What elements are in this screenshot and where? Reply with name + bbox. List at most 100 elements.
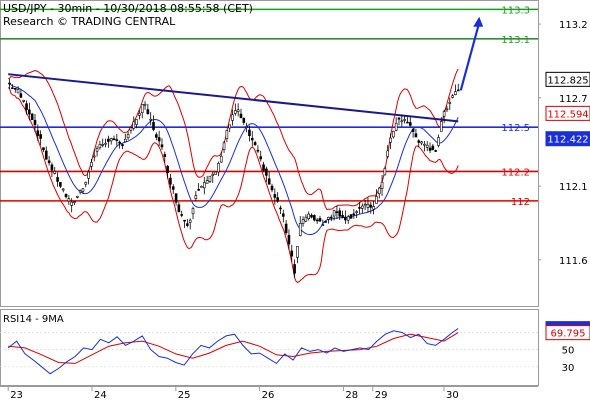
candle-body [76,196,79,198]
candle-body [64,193,68,198]
candle-body [197,189,200,191]
candle-body [397,117,401,120]
x-tick-label: 25 [178,390,191,400]
candle-body [270,185,274,191]
candle-body [307,213,310,219]
candle-body [160,144,164,148]
candle-body [321,224,325,226]
candle-body [448,102,452,104]
candle-body [183,219,186,222]
candle-body [149,118,152,121]
candle-body [211,173,215,176]
rsi-y-tick-label: 50 [562,346,575,357]
candle-body [25,103,28,111]
candle-body [437,137,440,146]
candle-body [121,144,124,147]
candle-body [392,131,395,138]
candle-body [191,208,195,215]
rsi-panel-title: RSI14 - 9MA [3,314,64,325]
candle-body [53,171,57,174]
candle-body [296,246,299,258]
candle-body [61,188,65,191]
candle-body [375,196,378,204]
candle-body [166,165,169,173]
bollinger-lower-band [7,87,459,283]
candle-body [442,111,446,117]
rsi-ma-line [8,332,459,364]
candle-body [335,211,339,214]
candle-body [140,104,144,113]
candle-body [267,178,271,185]
candle-body [152,121,155,130]
candle-body [329,216,333,219]
candle-body [222,142,226,150]
price-tag-box [545,71,590,87]
candle-body [417,140,421,143]
candle-body [28,109,31,115]
candle-body [256,149,260,152]
candle-body [234,110,237,114]
candle-body [327,217,330,220]
candle-body [338,210,342,217]
candle-body [44,150,48,160]
candle-body [440,121,443,132]
candle-body [171,186,175,190]
candle-body [157,137,161,142]
candle-body [42,147,45,151]
candle-body [132,121,136,129]
candle-body [22,100,26,102]
candle-body [109,138,113,142]
candle-body [123,138,127,143]
chart-header-source: Research © TRADING CENTRAL [3,15,176,28]
candle-body [386,150,390,157]
candle-body [118,141,121,144]
candle-body [372,206,375,210]
candle-body [324,221,327,223]
descending-trendline [8,73,459,123]
x-tick-label: 24 [94,390,107,400]
rsi-y-tick-label: 30 [562,363,575,374]
candle-body [400,120,404,123]
candle-body [67,198,71,202]
x-tick-label: 26 [262,390,275,400]
candle-body [138,113,141,116]
candle-body [287,235,291,245]
candle-body [383,168,387,176]
candle-body [84,181,88,185]
price-tag-box [545,105,590,121]
candle-body [428,147,432,151]
candle-body [425,144,429,148]
candle-body [276,197,279,202]
candle-body [11,87,14,90]
candle-body [236,109,240,112]
candle-body [313,215,316,221]
candle-body [217,163,220,173]
candle-body [81,188,85,192]
x-tick-label: 29 [375,390,388,400]
candle-body [16,89,20,94]
candle-body [293,264,296,274]
candle-body [129,127,133,131]
candle-body [434,150,437,152]
candle-body [366,203,370,208]
candle-body [188,219,192,223]
candle-body [315,219,319,222]
candle-body [174,193,178,203]
candle-body [155,134,158,138]
candle-body [242,118,246,123]
rsi-line [7,328,459,375]
candle-body [47,160,51,164]
candle-body [95,148,99,152]
candle-body [39,134,42,139]
y-tick-label: 111.6 [559,256,588,267]
candle-body [225,130,229,139]
candle-body [420,141,423,144]
price-tag-label: 112.422 [547,135,588,146]
candle-body [169,177,172,185]
level-label: 113.3 [501,5,530,16]
candle-body [8,82,11,85]
candle-body [431,145,435,150]
candle-body [214,171,217,175]
candle-body [349,214,353,219]
